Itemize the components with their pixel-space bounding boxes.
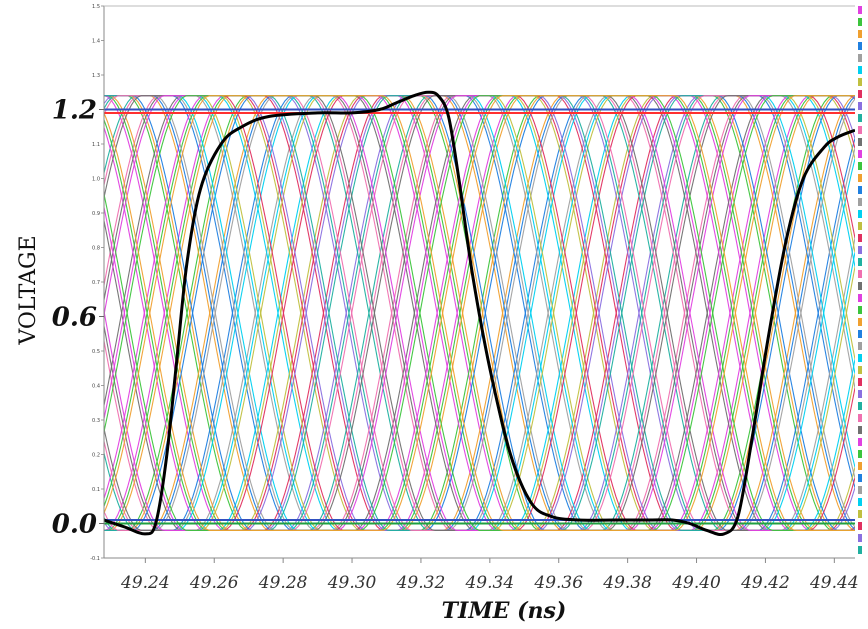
edge-marker-3	[858, 42, 862, 50]
y-minor-tick-label-12: 1.4	[92, 39, 100, 45]
edge-marker-13	[858, 162, 862, 170]
edge-marker-27	[858, 330, 862, 338]
y-minor-tick-label-1: 0.1	[92, 487, 100, 493]
edge-marker-44	[858, 534, 862, 542]
edge-marker-21	[858, 258, 862, 266]
y-minor-tick-label-11: 1.3	[92, 73, 100, 79]
y-minor-tick-label-8: 0.9	[92, 211, 100, 217]
edge-marker-36	[858, 438, 862, 446]
x-tick-label-6: 49.36	[533, 573, 583, 593]
x-tick-label-4: 49.32	[396, 573, 446, 593]
edge-marker-29	[858, 354, 862, 362]
edge-marker-15	[858, 186, 862, 194]
edge-marker-31	[858, 378, 862, 386]
edge-marker-39	[858, 474, 862, 482]
x-tick-label-8: 49.40	[671, 573, 721, 593]
edge-marker-9	[858, 114, 862, 122]
edge-marker-17	[858, 210, 862, 218]
edge-marker-28	[858, 342, 862, 350]
eye-trace-38-inverted	[104, 95, 855, 531]
y-minor-tick-label-3: 0.3	[92, 418, 100, 424]
edge-marker-41	[858, 498, 862, 506]
x-tick-label-2: 49.28	[258, 573, 308, 593]
edge-marker-26	[858, 318, 862, 326]
y-minor-tick-label-9: 1.0	[92, 177, 100, 183]
edge-marker-34	[858, 414, 862, 422]
edge-marker-0	[858, 6, 862, 14]
y-minor-tick-label-6: 0.7	[92, 280, 100, 286]
x-tick-label-7: 49.38	[602, 573, 652, 593]
eye-trace-14-inverted	[104, 95, 855, 531]
edge-marker-38	[858, 462, 862, 470]
edge-marker-23	[858, 282, 862, 290]
edge-marker-45	[858, 546, 862, 554]
edge-marker-5	[858, 66, 862, 74]
y-minor-tick-label-2: 0.2	[92, 453, 100, 459]
x-tick-label-9: 49.42	[740, 573, 790, 593]
eye-trace-27-inverted	[104, 95, 855, 531]
x-tick-label-0: 49.24	[120, 573, 170, 593]
edge-marker-20	[858, 246, 862, 254]
y-minor-tick-label-7: 0.8	[92, 246, 100, 252]
x-tick-label-3: 49.30	[327, 573, 377, 593]
edge-marker-25	[858, 306, 862, 314]
edge-marker-40	[858, 486, 862, 494]
eye-trace-38-normal	[104, 95, 855, 531]
edge-marker-2	[858, 30, 862, 38]
edge-marker-35	[858, 426, 862, 434]
edge-marker-32	[858, 390, 862, 398]
y-minor-tick-label-4: 0.4	[92, 384, 100, 390]
highlight-series-0	[104, 90, 855, 537]
reference-lines	[104, 108, 855, 525]
edge-marker-10	[858, 126, 862, 134]
edge-marker-4	[858, 54, 862, 62]
axes: -0.1 0.1 0.2 0.3 0.4 0.5 0.7 0.8 0.9 1.0 1.1 1.3 1.4…	[52, 4, 859, 593]
edge-marker-7	[858, 90, 862, 98]
edge-marker-37	[858, 450, 862, 458]
edge-marker-1	[858, 18, 862, 26]
y-minor-tick-label-13: 1.5	[92, 4, 100, 10]
x-tick-label-10: 49.44	[809, 573, 859, 593]
y-minor-tick-label-0: -0.1	[90, 556, 100, 562]
highlighted-waveform	[104, 90, 855, 537]
eye-trace-27-normal	[104, 95, 855, 531]
edge-marker-24	[858, 294, 862, 302]
edge-marker-22	[858, 270, 862, 278]
y-minor-tick-label-10: 1.1	[92, 142, 100, 148]
edge-marker-33	[858, 402, 862, 410]
edge-marker-43	[858, 522, 862, 530]
x-tick-label-1: 49.26	[189, 573, 239, 593]
y-major-tick-label-0: 0.0	[52, 510, 97, 540]
edge-marker-11	[858, 138, 862, 146]
edge-marker-8	[858, 102, 862, 110]
edge-marker-42	[858, 510, 862, 518]
x-tick-label-5: 49.34	[464, 573, 514, 593]
edge-marker-16	[858, 198, 862, 206]
edge-marker-30	[858, 366, 862, 374]
edge-marker-19	[858, 234, 862, 242]
y-major-tick-label-2: 1.2	[52, 96, 97, 126]
edge-marker-14	[858, 174, 862, 182]
y-minor-tick-label-5: 0.5	[92, 349, 100, 355]
edge-marker-6	[858, 78, 862, 86]
y-axis-title: VOLTAGE	[16, 235, 41, 345]
edge-marker-12	[858, 150, 862, 158]
y-major-tick-label-1: 0.6	[52, 303, 97, 333]
x-axis-title: TIME (ns)	[442, 598, 567, 624]
right-edge-markers	[858, 6, 862, 554]
edge-marker-18	[858, 222, 862, 230]
